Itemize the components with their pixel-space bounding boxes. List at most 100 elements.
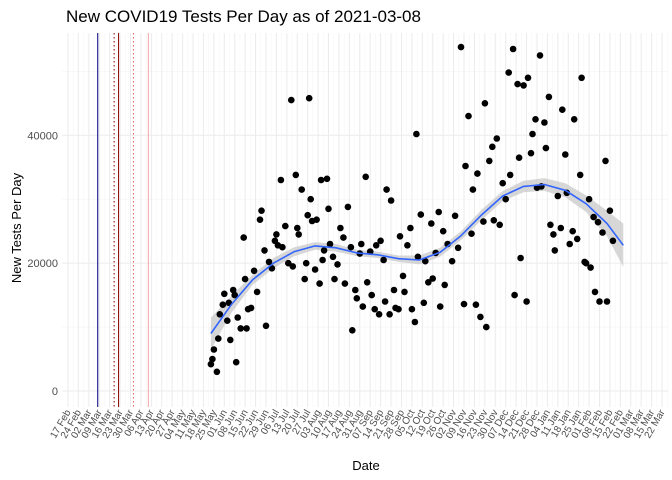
data-point bbox=[490, 217, 498, 224]
data-point bbox=[209, 355, 216, 363]
data-point bbox=[261, 247, 268, 254]
data-point bbox=[381, 298, 389, 305]
data-point bbox=[282, 222, 289, 230]
data-point bbox=[506, 171, 514, 179]
data-point bbox=[294, 224, 301, 232]
data-point bbox=[454, 244, 462, 252]
data-point bbox=[331, 275, 338, 283]
vertical-reference-lines bbox=[97, 33, 149, 407]
data-point bbox=[413, 130, 420, 138]
data-point bbox=[602, 157, 609, 165]
data-point bbox=[541, 119, 548, 126]
confidence-band-layer bbox=[210, 178, 624, 350]
data-point bbox=[514, 80, 521, 88]
data-point bbox=[609, 237, 617, 245]
data-point bbox=[377, 237, 384, 245]
data-point bbox=[341, 280, 349, 287]
data-point bbox=[337, 224, 344, 232]
data-point bbox=[386, 311, 393, 318]
data-point bbox=[435, 208, 443, 216]
data-point bbox=[292, 171, 300, 179]
data-point bbox=[502, 195, 510, 203]
data-point bbox=[520, 82, 527, 89]
data-point bbox=[334, 261, 341, 268]
data-point bbox=[472, 301, 480, 309]
data-point bbox=[241, 275, 249, 283]
y-tick-label: 20000 bbox=[27, 258, 58, 270]
smooth-trend-line bbox=[210, 183, 624, 334]
smooth-line-layer bbox=[210, 183, 624, 334]
data-point bbox=[240, 234, 247, 241]
grid bbox=[62, 33, 668, 407]
data-point bbox=[457, 43, 465, 51]
data-point bbox=[496, 221, 504, 229]
data-point bbox=[399, 272, 407, 280]
data-point bbox=[234, 314, 241, 321]
data-point bbox=[383, 186, 390, 193]
data-point bbox=[326, 240, 334, 248]
data-point bbox=[313, 216, 320, 223]
data-point bbox=[417, 211, 425, 218]
data-point bbox=[578, 74, 585, 82]
data-point bbox=[460, 300, 468, 308]
data-point bbox=[499, 179, 507, 187]
data-point bbox=[250, 267, 258, 275]
data-point bbox=[436, 303, 444, 310]
x-axis-title: Date bbox=[352, 458, 379, 473]
data-point bbox=[258, 207, 265, 214]
data-point bbox=[304, 211, 312, 219]
data-point bbox=[468, 230, 475, 237]
data-point bbox=[562, 151, 569, 158]
data-point bbox=[347, 243, 355, 251]
data-point bbox=[523, 298, 530, 305]
data-point bbox=[547, 221, 554, 229]
data-point bbox=[486, 157, 493, 165]
data-point bbox=[253, 288, 261, 296]
data-point bbox=[576, 171, 584, 179]
data-point bbox=[302, 259, 310, 267]
data-point bbox=[448, 257, 456, 265]
data-point bbox=[505, 69, 512, 76]
data-point bbox=[481, 100, 489, 107]
data-point bbox=[390, 286, 398, 294]
data-point bbox=[489, 143, 496, 151]
data-point bbox=[480, 218, 487, 225]
data-point bbox=[319, 256, 326, 264]
data-point bbox=[451, 212, 459, 220]
data-point bbox=[320, 247, 328, 254]
data-point bbox=[265, 258, 273, 266]
data-point bbox=[439, 227, 447, 235]
data-point bbox=[585, 195, 593, 203]
data-point bbox=[262, 322, 270, 330]
data-point bbox=[288, 96, 295, 104]
y-tick-label: 0 bbox=[52, 386, 58, 398]
data-point bbox=[557, 224, 565, 232]
data-point bbox=[570, 116, 578, 123]
data-point bbox=[352, 286, 359, 294]
data-point bbox=[529, 130, 536, 138]
data-point bbox=[227, 336, 234, 344]
data-point bbox=[408, 305, 416, 313]
data-point bbox=[340, 234, 347, 241]
data-point bbox=[323, 175, 331, 183]
data-point bbox=[493, 135, 501, 142]
data-point bbox=[387, 197, 395, 204]
data-point bbox=[325, 205, 332, 213]
data-point bbox=[231, 291, 238, 299]
data-point bbox=[216, 311, 224, 318]
data-point bbox=[219, 301, 227, 309]
data-point bbox=[279, 243, 286, 251]
data-point bbox=[420, 299, 428, 307]
data-point bbox=[511, 291, 518, 299]
data-point bbox=[603, 298, 611, 305]
data-point bbox=[221, 290, 228, 298]
data-point bbox=[542, 144, 550, 152]
data-point bbox=[301, 275, 309, 283]
data-point bbox=[517, 254, 524, 262]
data-point bbox=[362, 173, 370, 181]
data-point bbox=[210, 346, 218, 353]
data-point bbox=[551, 247, 559, 254]
data-point bbox=[207, 360, 215, 368]
data-point bbox=[566, 240, 573, 248]
